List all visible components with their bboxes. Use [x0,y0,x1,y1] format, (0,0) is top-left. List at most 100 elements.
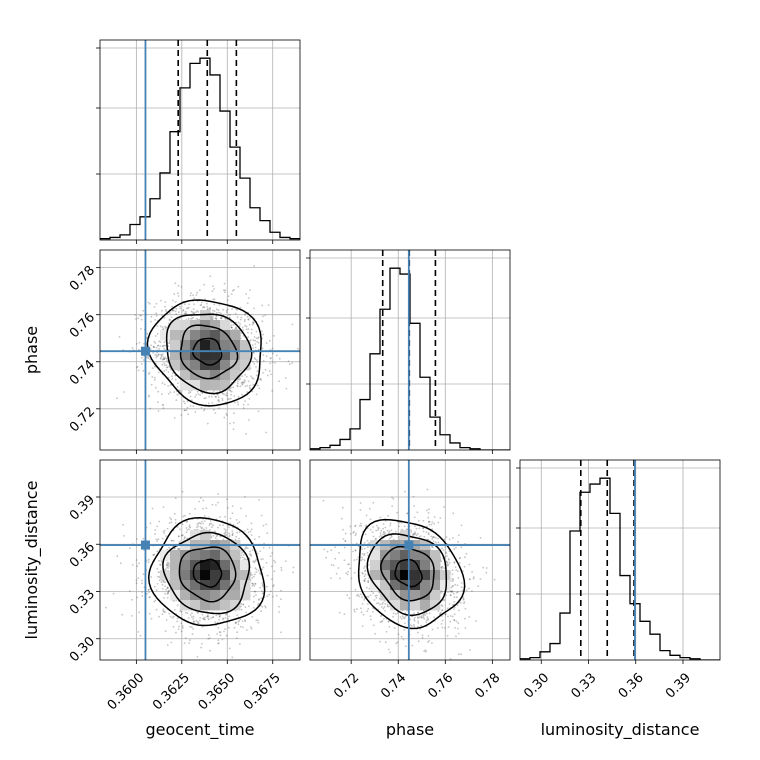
density-cell [220,360,231,371]
sample-point [252,339,255,342]
sample-point [225,309,228,312]
sample-point [201,613,204,616]
sample-point [262,566,265,569]
sample-point [186,406,189,409]
sample-point [260,379,263,381]
sample-point [152,346,155,349]
sample-point [174,282,177,285]
density-cell [220,340,231,351]
sample-point [241,382,244,385]
sample-point [194,396,197,398]
sample-point [245,546,247,549]
sample-point [219,317,222,319]
panel-frame [519,459,721,661]
sample-point [141,595,144,597]
sample-point [161,537,164,540]
sample-point [255,374,258,377]
sample-point [457,632,460,635]
sample-point [225,529,227,531]
sample-point [187,413,190,416]
sample-point [148,394,150,397]
sample-point [169,517,172,519]
sample-point [154,342,157,344]
sample-point [154,335,157,337]
sample-point [135,559,138,561]
sample-point [251,321,254,324]
sample-point [250,328,253,331]
sample-point [164,585,167,588]
sample-point [205,507,208,510]
sample-point [430,523,433,526]
sample-point [247,336,250,338]
sample-point [239,306,242,309]
sample-point [150,315,153,318]
sample-point [218,616,221,618]
sample-point [247,328,250,330]
sample-point [140,314,143,317]
density-cell [170,330,181,341]
density-cell [240,350,251,361]
sample-point [365,514,368,517]
sample-point [244,548,246,551]
sample-point [236,308,239,311]
sample-point [292,571,294,574]
sample-point [254,343,257,345]
sample-point [468,587,470,590]
sample-point [396,511,399,514]
sample-point [153,378,156,381]
sample-point [214,395,217,398]
sample-point [245,328,248,331]
sample-point [218,304,221,306]
sample-point [204,397,207,399]
sample-point [157,401,159,404]
sample-point [203,397,206,400]
density-cell [200,360,211,371]
sample-point [254,346,257,349]
sample-point [243,557,246,560]
sample-point [241,326,244,329]
sample-point [224,515,226,518]
sample-point [166,566,169,569]
density-cell [230,350,241,361]
sample-point [372,611,374,613]
sample-point [153,553,156,556]
sample-point [161,309,163,312]
sample-point [215,315,218,318]
sample-point [137,369,140,372]
sample-point [163,347,166,350]
sample-point [263,542,265,545]
sample-point [254,339,256,342]
sample-point [243,530,246,532]
sample-point [236,668,238,670]
sample-point [387,620,390,623]
sample-point [222,308,225,311]
sample-point [272,595,274,598]
sample-point [141,591,144,593]
sample-point [235,519,238,521]
sample-point [185,312,188,315]
sample-point [147,561,150,564]
sample-point [280,598,282,600]
sample-point [268,593,271,596]
sample-point [236,401,239,404]
sample-point [112,592,115,595]
sample-point [171,375,174,378]
sample-point [237,380,239,383]
density-panel-phase-luminosity_distance [309,459,511,664]
sample-point [166,644,169,646]
sample-point [451,615,454,618]
sample-point [155,314,158,317]
sample-point [252,377,255,380]
sample-point [219,516,222,518]
sample-point [223,282,226,285]
sample-point [150,344,153,347]
sample-point [285,387,288,390]
sample-point [194,411,197,413]
sample-point [214,412,217,414]
sample-point [196,656,199,658]
sample-point [156,351,159,354]
sample-point [215,504,217,506]
sample-point [164,630,167,632]
sample-point [156,325,159,327]
sample-point [233,412,235,415]
